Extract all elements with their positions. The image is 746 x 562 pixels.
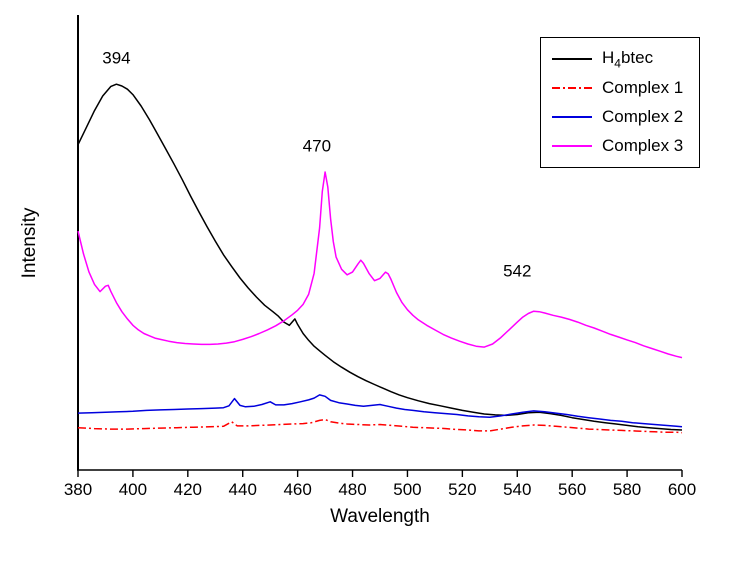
legend-label: Complex 3 (602, 136, 684, 155)
legend-label: Complex 2 (602, 107, 684, 126)
peak-annotation: 470 (303, 137, 331, 156)
x-tick-label: 440 (229, 480, 257, 499)
peak-annotation: 542 (503, 262, 531, 281)
legend-entry: Complex 1 (551, 75, 683, 101)
x-tick-label: 520 (448, 480, 476, 499)
x-tick-label: 560 (558, 480, 586, 499)
legend: H4btec Complex 1 Complex 2 Complex 3 (540, 37, 701, 168)
x-tick-label: 540 (503, 480, 531, 499)
x-axis-label: Wavelength (330, 506, 430, 527)
y-axis-label: Intensity (19, 207, 40, 279)
x-tick-label: 420 (174, 480, 202, 499)
legend-entry: Complex 3 (551, 133, 683, 159)
x-tick-label: 380 (64, 480, 92, 499)
legend-entry: H4btec (551, 46, 683, 72)
x-tick-label: 600 (668, 480, 696, 499)
series-h4btec (77, 83, 683, 431)
legend-label: Complex 1 (602, 78, 684, 97)
x-tick-label: 400 (119, 480, 147, 499)
legend-line-sample (552, 145, 592, 147)
x-tick-label: 480 (338, 480, 366, 499)
legend-line-sample (552, 58, 592, 60)
legend-line-sample (552, 116, 592, 118)
x-tick-label: 460 (283, 480, 311, 499)
series-complex2 (77, 394, 683, 428)
legend-entry: Complex 2 (551, 104, 683, 130)
legend-label: H4btec (602, 47, 654, 71)
x-tick-label: 580 (613, 480, 641, 499)
series-complex1 (77, 418, 683, 434)
x-tick-label: 500 (393, 480, 421, 499)
peak-annotation: 394 (102, 49, 130, 68)
legend-line-sample (552, 87, 592, 89)
series-complex3 (77, 171, 683, 359)
